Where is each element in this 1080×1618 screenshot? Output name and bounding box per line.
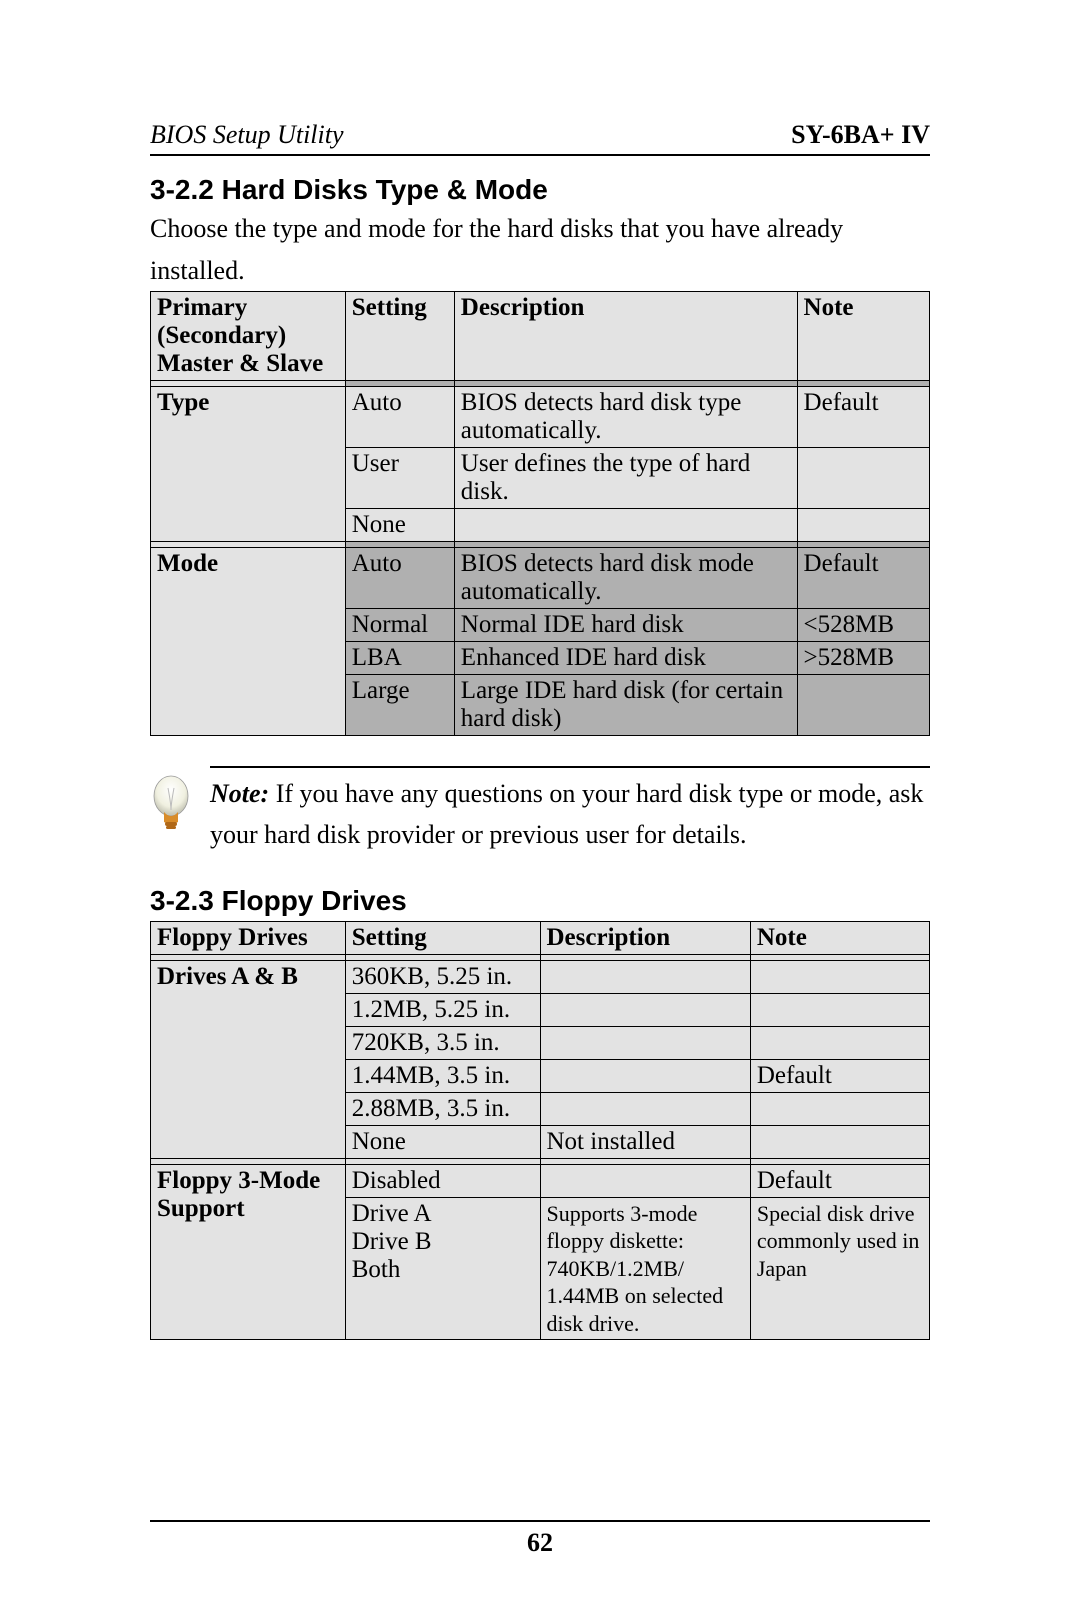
hd-type-2-note [797, 509, 929, 542]
hd-mode-3-note [797, 675, 929, 736]
fd-d3-desc [540, 1059, 750, 1092]
fd-f3-label1: Floppy 3-Mode [157, 1167, 320, 1194]
fd-col4-header: Note [750, 921, 929, 954]
fd-d2-setting: 720KB, 3.5 in. [345, 1026, 540, 1059]
fd-col3-header: Description [540, 921, 750, 954]
hd-mode-label: Mode [151, 548, 346, 736]
fd-f3-s3: Both [352, 1256, 401, 1283]
fd-d5-note [750, 1125, 929, 1158]
hd-mode-1-desc: Normal IDE hard disk [454, 609, 797, 642]
fd-f3-s1: Drive A [352, 1200, 432, 1227]
note-body: If you have any questions on your hard d… [210, 779, 923, 848]
hd-col2-header: Setting [345, 292, 454, 381]
hd-type-1-note [797, 448, 929, 509]
fd-f3-s2: Drive B [352, 1228, 432, 1255]
header-right: SY-6BA+ IV [791, 120, 930, 150]
header-left: BIOS Setup Utility [150, 120, 344, 150]
page-footer: 62 [0, 1520, 1080, 1558]
hd-mode-2-desc: Enhanced IDE hard disk [454, 642, 797, 675]
fd-f3-1-note: Special disk drive commonly used in Japa… [750, 1197, 929, 1340]
fd-f3-0-setting: Disabled [345, 1164, 540, 1197]
fd-f3-label2: Support [157, 1195, 245, 1222]
hard-disks-table: Primary (Secondary) Master & Slave Setti… [150, 291, 930, 736]
fd-f3-0-note: Default [750, 1164, 929, 1197]
fd-d1-desc [540, 993, 750, 1026]
hd-mode-2-note: >528MB [797, 642, 929, 675]
fd-d0-desc [540, 960, 750, 993]
note-label: Note: [210, 779, 269, 808]
fd-d3-setting: 1.44MB, 3.5 in. [345, 1059, 540, 1092]
section-2-title: 3-2.3 Floppy Drives [150, 885, 930, 917]
fd-d1-note [750, 993, 929, 1026]
fd-d0-note [750, 960, 929, 993]
hd-col3-header: Description [454, 292, 797, 381]
hd-mode-3-setting: Large [345, 675, 454, 736]
fd-d4-setting: 2.88MB, 3.5 in. [345, 1092, 540, 1125]
fd-col2-header: Setting [345, 921, 540, 954]
fd-d0-setting: 360KB, 5.25 in. [345, 960, 540, 993]
fd-d2-note [750, 1026, 929, 1059]
fd-d2-desc [540, 1026, 750, 1059]
hd-col1c: Master & Slave [157, 350, 323, 377]
fd-d5-desc: Not installed [540, 1125, 750, 1158]
hd-mode-0-setting: Auto [345, 548, 454, 609]
hd-mode-0-note: Default [797, 548, 929, 609]
section-1-intro-line2: installed. [150, 252, 930, 290]
page-header: BIOS Setup Utility SY-6BA+ IV [150, 120, 930, 156]
lightbulb-icon [150, 766, 210, 843]
fd-f3-1-setting: Drive A Drive B Both [345, 1197, 540, 1340]
hd-mode-0-desc: BIOS detects hard disk mode automaticall… [454, 548, 797, 609]
fd-d3-note: Default [750, 1059, 929, 1092]
note-text: Note: If you have any questions on your … [210, 766, 930, 855]
section-1-intro-line1: Choose the type and mode for the hard di… [150, 210, 930, 248]
hd-col1a: Primary [157, 294, 247, 321]
fd-f3-0-desc [540, 1164, 750, 1197]
hd-mode-1-note: <528MB [797, 609, 929, 642]
fd-d5-setting: None [345, 1125, 540, 1158]
hd-type-1-setting: User [345, 448, 454, 509]
floppy-table: Floppy Drives Setting Description Note D… [150, 921, 930, 1341]
fd-d1-setting: 1.2MB, 5.25 in. [345, 993, 540, 1026]
fd-d4-note [750, 1092, 929, 1125]
note-block: Note: If you have any questions on your … [150, 766, 930, 855]
hd-type-0-desc: BIOS detects hard disk type automaticall… [454, 387, 797, 448]
hd-type-2-setting: None [345, 509, 454, 542]
hd-mode-2-setting: LBA [345, 642, 454, 675]
hd-mode-1-setting: Normal [345, 609, 454, 642]
hd-col1-header: Primary (Secondary) Master & Slave [151, 292, 346, 381]
hd-type-1-desc: User defines the type of hard disk. [454, 448, 797, 509]
hd-mode-3-desc: Large IDE hard disk (for certain hard di… [454, 675, 797, 736]
hd-type-0-note: Default [797, 387, 929, 448]
fd-f3-label: Floppy 3-Mode Support [151, 1164, 346, 1340]
page-number: 62 [527, 1528, 553, 1557]
hd-type-2-desc [454, 509, 797, 542]
fd-d4-desc [540, 1092, 750, 1125]
hd-col1b: (Secondary) [157, 322, 286, 349]
fd-f3-1-desc: Supports 3-mode floppy diskette: 740KB/1… [540, 1197, 750, 1340]
hd-type-0-setting: Auto [345, 387, 454, 448]
hd-type-label: Type [151, 387, 346, 542]
fd-drives-label: Drives A & B [151, 960, 346, 1158]
hd-col4-header: Note [797, 292, 929, 381]
section-1-title: 3-2.2 Hard Disks Type & Mode [150, 174, 930, 206]
fd-col1-header: Floppy Drives [151, 921, 346, 954]
